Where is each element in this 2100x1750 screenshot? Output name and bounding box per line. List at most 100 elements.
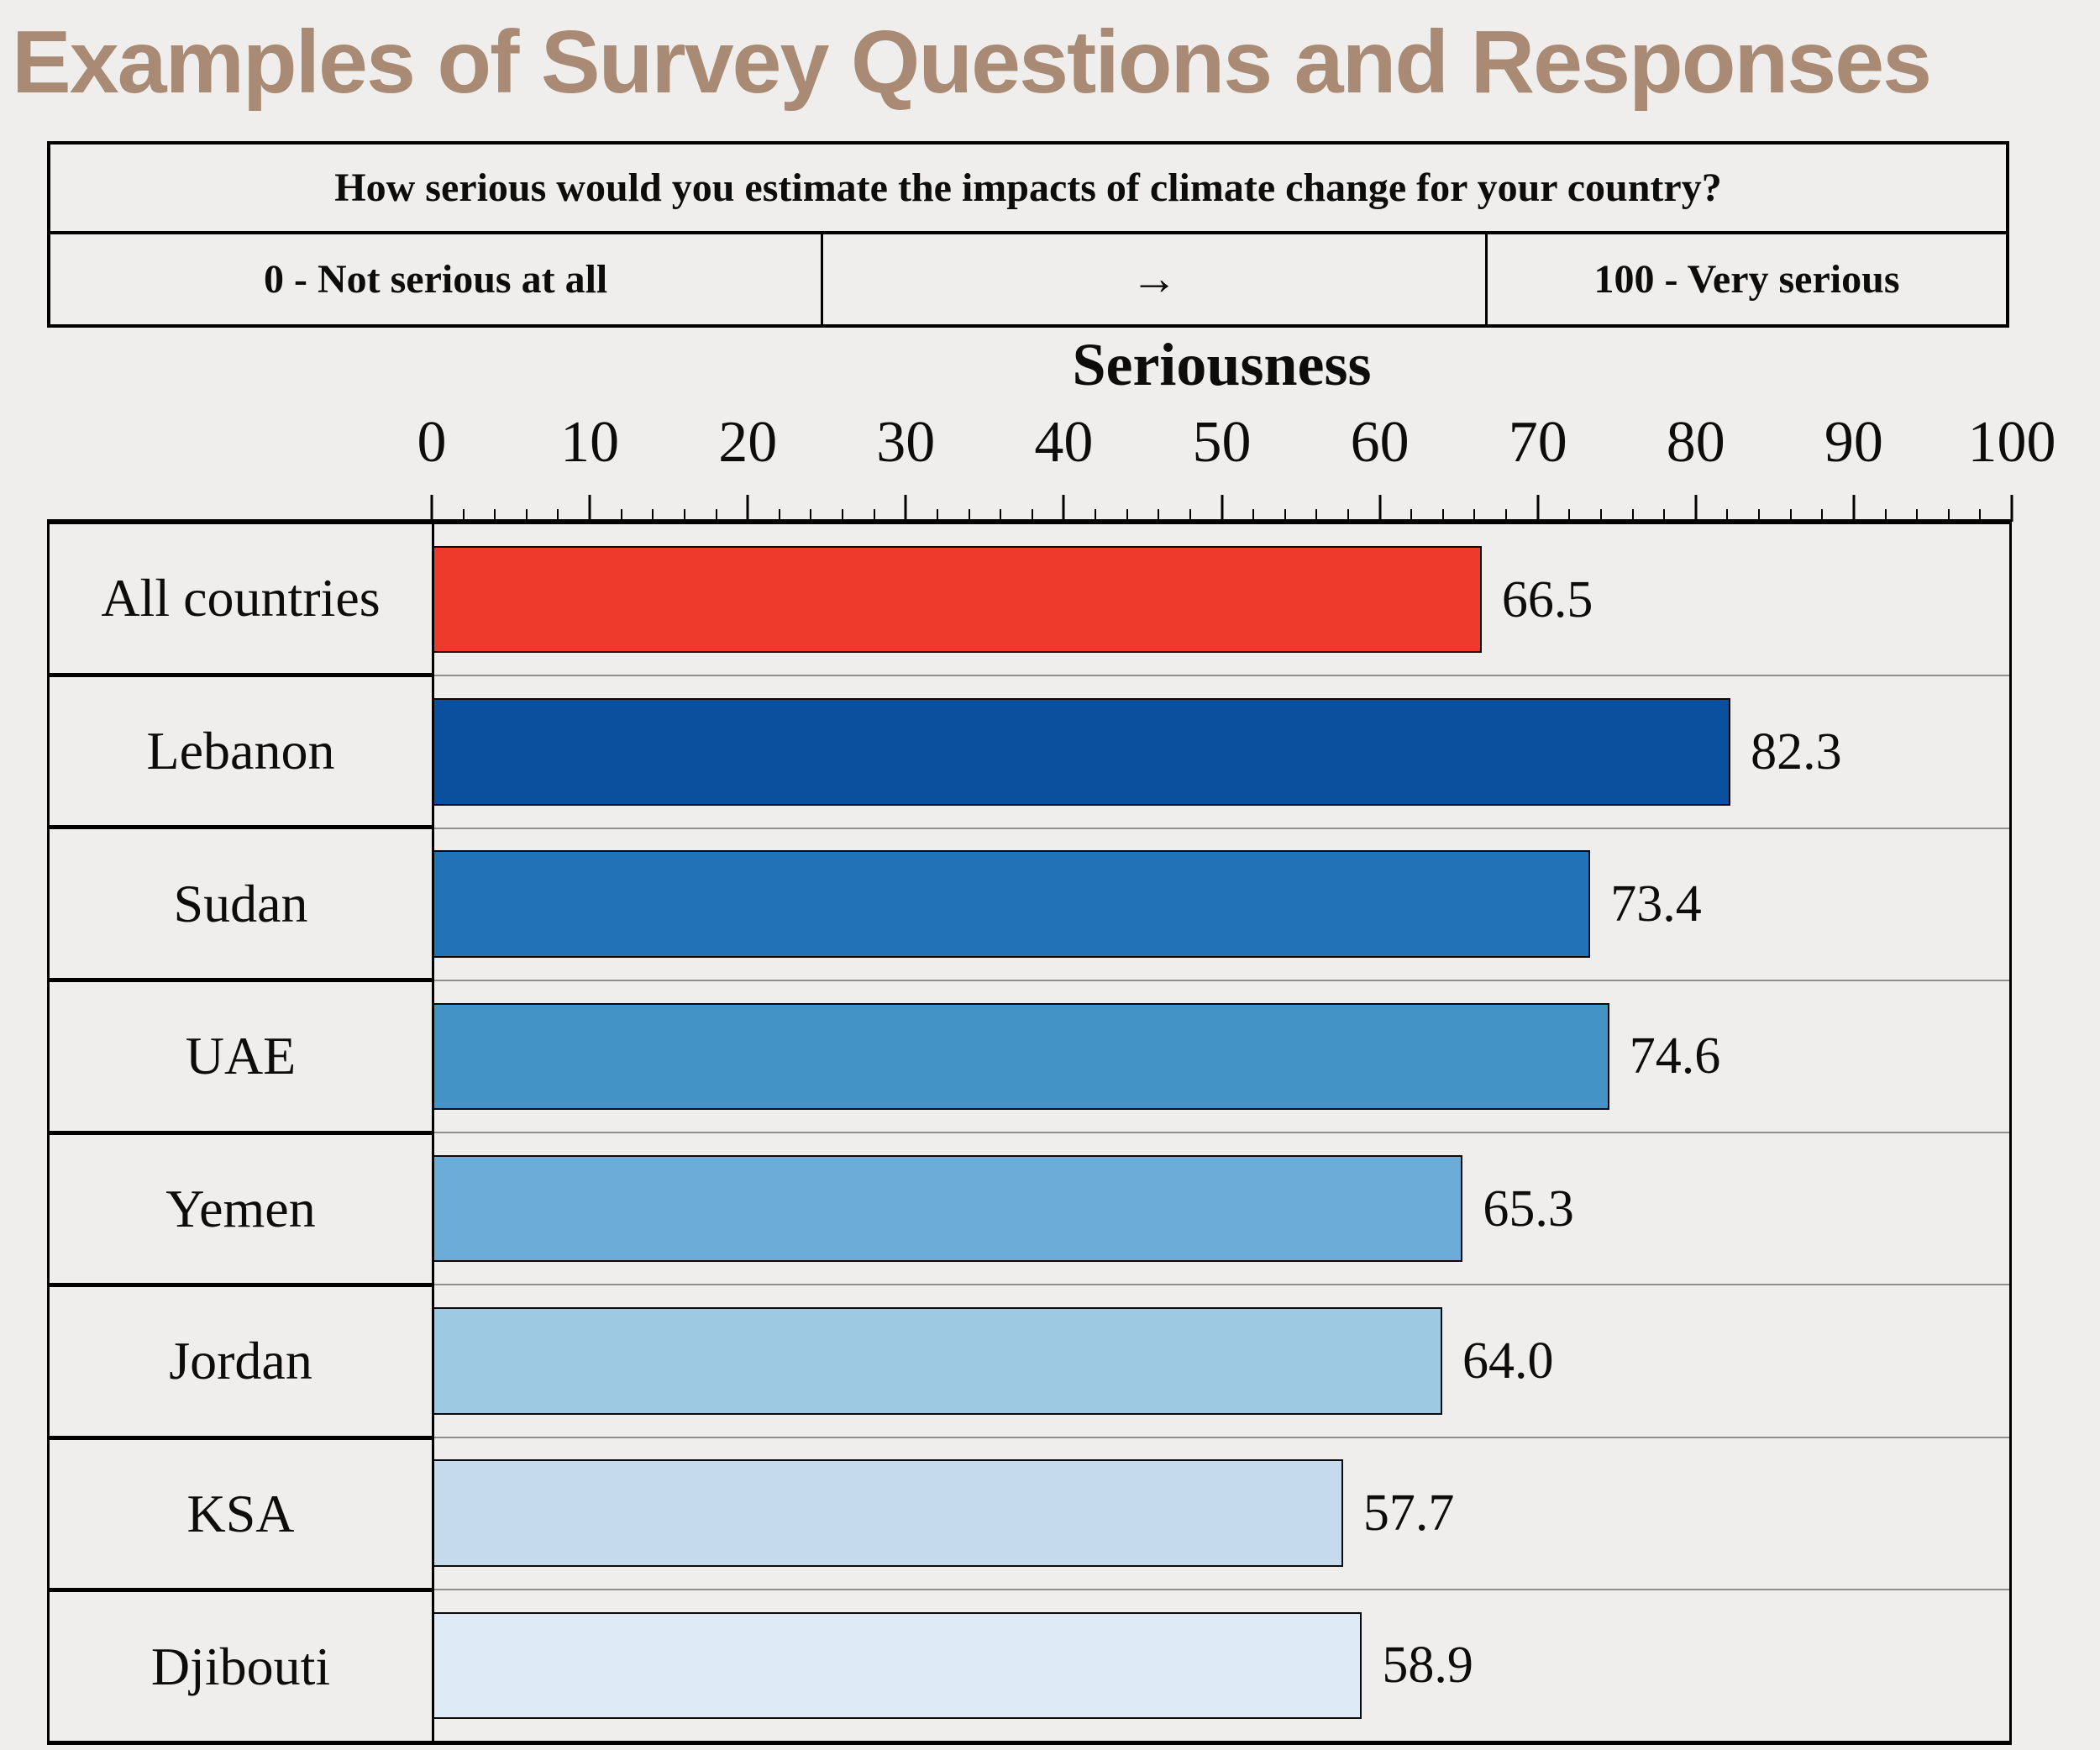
x-minor-tick bbox=[1726, 509, 1729, 522]
x-minor-tick bbox=[1158, 509, 1160, 522]
category-label-column: All countries Lebanon Sudan UAE Yemen Jordan K… bbox=[47, 524, 432, 1741]
bar bbox=[434, 850, 1591, 958]
x-minor-tick bbox=[1473, 509, 1476, 522]
category-label: Yemen bbox=[50, 1135, 432, 1288]
x-minor-tick bbox=[810, 509, 812, 522]
x-minor-tick bbox=[1315, 509, 1318, 522]
x-minor-tick bbox=[1979, 509, 1982, 522]
bar bbox=[434, 545, 1482, 654]
page-title: Examples of Survey Questions and Respons… bbox=[12, 13, 1932, 112]
x-minor-tick bbox=[1789, 509, 1792, 522]
x-minor-tick bbox=[1821, 509, 1824, 522]
bar-row: 66.5 bbox=[434, 524, 2009, 677]
x-minor-tick bbox=[1410, 509, 1413, 522]
bar-row: 73.4 bbox=[434, 829, 2009, 981]
x-major-tick bbox=[746, 495, 749, 522]
x-minor-tick bbox=[1947, 509, 1950, 522]
bar bbox=[434, 1611, 1362, 1719]
x-minor-tick bbox=[620, 509, 622, 522]
x-axis-line bbox=[47, 519, 2012, 524]
survey-question-text: How serious would you estimate the impac… bbox=[50, 145, 2006, 234]
x-tick-label: 80 bbox=[1666, 410, 1725, 475]
x-tick-label: 90 bbox=[1824, 410, 1883, 475]
x-tick-label: 0 bbox=[417, 410, 447, 475]
plot-area: 66.5 82.3 73.4 74.6 65.3 64.0 57.7 58.9 bbox=[432, 524, 2012, 1741]
x-major-tick bbox=[904, 495, 907, 522]
bar bbox=[434, 698, 1731, 806]
x-minor-tick bbox=[652, 509, 654, 522]
x-axis-tick-labels: 0 10 20 30 40 50 60 70 80 90 100 bbox=[417, 410, 2056, 475]
bar-value-label: 64.0 bbox=[1462, 1332, 1554, 1390]
x-minor-tick bbox=[494, 509, 496, 522]
x-minor-tick bbox=[936, 509, 938, 522]
category-label: Djibouti bbox=[150, 1636, 331, 1696]
bar-value-label: 82.3 bbox=[1751, 723, 1842, 780]
category-label: KSA bbox=[50, 1440, 432, 1593]
x-minor-tick bbox=[1000, 509, 1002, 522]
category-label: Lebanon bbox=[50, 677, 432, 830]
x-minor-tick bbox=[715, 509, 717, 522]
x-major-tick bbox=[1378, 495, 1382, 522]
x-minor-tick bbox=[1568, 509, 1571, 522]
bar bbox=[434, 1002, 1609, 1110]
category-label: All countries bbox=[50, 524, 432, 677]
x-tick-label: 20 bbox=[718, 410, 778, 475]
x-minor-tick bbox=[1284, 509, 1286, 522]
bar bbox=[434, 1459, 1343, 1567]
x-minor-tick bbox=[557, 509, 559, 522]
bar-row: 82.3 bbox=[434, 676, 2009, 829]
category-label: Sudan bbox=[50, 829, 432, 982]
bar-row: 57.7 bbox=[434, 1438, 2009, 1590]
x-major-tick bbox=[2010, 495, 2013, 522]
x-minor-tick bbox=[1505, 509, 1508, 522]
x-minor-tick bbox=[1252, 509, 1255, 522]
x-major-tick bbox=[1062, 495, 1065, 522]
x-minor-tick bbox=[1095, 509, 1097, 522]
bar-value-label: 58.9 bbox=[1382, 1637, 1473, 1695]
x-minor-tick bbox=[1031, 509, 1033, 522]
x-minor-tick bbox=[1599, 509, 1602, 522]
x-minor-tick bbox=[462, 509, 465, 522]
bar-row: 74.6 bbox=[434, 981, 2009, 1133]
bar-row: 64.0 bbox=[434, 1285, 2009, 1438]
scale-min-label: 0 - Not serious at all bbox=[263, 256, 608, 302]
category-label: Jordan bbox=[50, 1287, 432, 1440]
x-minor-tick bbox=[842, 509, 844, 522]
x-major-tick bbox=[588, 495, 591, 522]
x-major-tick bbox=[1852, 495, 1856, 522]
x-minor-tick bbox=[873, 509, 875, 522]
x-minor-tick bbox=[1126, 509, 1128, 522]
x-major-tick bbox=[1221, 495, 1223, 522]
x-tick-label: 40 bbox=[1034, 410, 1094, 475]
x-minor-tick bbox=[1663, 509, 1666, 522]
x-tick-label: 30 bbox=[876, 410, 936, 475]
x-axis-ticks bbox=[430, 495, 2013, 522]
chart-title: Seriousness bbox=[1072, 331, 1372, 398]
x-minor-tick bbox=[1884, 509, 1887, 522]
bar bbox=[434, 1307, 1442, 1415]
x-major-tick bbox=[430, 495, 433, 522]
scale-max-label: 100 - Very serious bbox=[1593, 256, 1900, 302]
x-tick-label: 60 bbox=[1350, 410, 1410, 475]
x-minor-tick bbox=[778, 509, 780, 522]
x-minor-tick bbox=[1758, 509, 1761, 522]
x-major-tick bbox=[1694, 495, 1698, 522]
bar-row: 65.3 bbox=[434, 1133, 2009, 1286]
bar-value-label: 57.7 bbox=[1362, 1485, 1455, 1542]
survey-scale-row: 0 - Not serious at all → 100 - Very seri… bbox=[50, 234, 2006, 324]
x-minor-tick bbox=[1189, 509, 1191, 522]
x-minor-tick bbox=[968, 509, 970, 522]
bar-row: 58.9 bbox=[434, 1590, 2009, 1741]
x-tick-label: 100 bbox=[1967, 410, 2056, 475]
bar bbox=[434, 1154, 1463, 1263]
x-tick-label: 70 bbox=[1508, 410, 1567, 475]
bar-value-label: 65.3 bbox=[1483, 1180, 1574, 1238]
x-major-tick bbox=[1536, 495, 1540, 522]
x-minor-tick bbox=[525, 509, 528, 522]
x-minor-tick bbox=[1441, 509, 1444, 522]
x-tick-label: 10 bbox=[560, 410, 620, 475]
chart-bottom-border bbox=[47, 1741, 2012, 1745]
x-minor-tick bbox=[1916, 509, 1919, 522]
x-minor-tick bbox=[683, 509, 685, 522]
